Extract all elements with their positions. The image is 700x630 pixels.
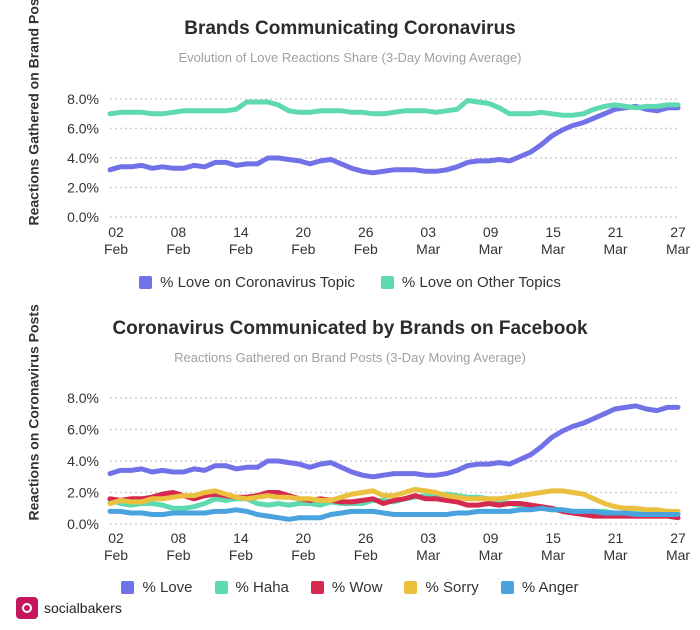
- x-tick-day: 15: [545, 530, 561, 546]
- legend-label: % Sorry: [425, 579, 479, 596]
- chart2-subtitle: Reactions Gathered on Brand Posts (3-Day…: [174, 350, 526, 365]
- legend-label: % Wow: [331, 579, 383, 596]
- legend-swatch: [139, 276, 153, 289]
- y-tick-label: 6.0%: [67, 121, 99, 137]
- x-tick-day: 20: [296, 224, 312, 240]
- chart2-legend: % Love % Haha % Wow % Sorry % Anger: [0, 579, 700, 596]
- legend-item-love-coronavirus: % Love on Coronavirus Topic: [139, 274, 355, 291]
- chart1-title: Brands Communicating Coronavirus: [184, 18, 516, 39]
- y-tick-label: 2.0%: [67, 180, 99, 196]
- chart1-plot: 0.0%2.0%4.0%6.0%8.0%02Feb08Feb14Feb20Feb…: [67, 91, 690, 257]
- y-tick-label: 2.0%: [67, 485, 99, 501]
- legend-label: % Love on Other Topics: [401, 274, 561, 291]
- legend-label: % Love: [142, 579, 193, 596]
- legend-label: % Love on Coronavirus Topic: [160, 274, 355, 291]
- socialbakers-logo: socialbakers: [16, 597, 122, 619]
- y-tick-label: 8.0%: [67, 91, 99, 107]
- chart1-legend: % Love on Coronavirus Topic % Love on Ot…: [0, 274, 700, 291]
- x-tick-month: Feb: [291, 547, 315, 563]
- x-tick-day: 27: [670, 530, 686, 546]
- x-tick-month: Mar: [666, 547, 690, 563]
- legend-item-wow: % Wow: [310, 579, 383, 596]
- legend-label: % Haha: [235, 579, 289, 596]
- x-tick-month: Feb: [354, 241, 378, 257]
- x-tick-month: Mar: [479, 547, 503, 563]
- x-tick-day: 08: [171, 224, 187, 240]
- y-tick-label: 4.0%: [67, 453, 99, 469]
- x-tick-day: 26: [358, 224, 374, 240]
- x-tick-month: Feb: [104, 241, 128, 257]
- x-tick-day: 21: [608, 530, 624, 546]
- x-tick-day: 08: [171, 530, 187, 546]
- x-tick-month: Feb: [104, 547, 128, 563]
- legend-item-love: % Love: [121, 579, 193, 596]
- legend-swatch: [121, 581, 135, 594]
- series-line-3: [107, 486, 681, 514]
- x-tick-day: 09: [483, 530, 499, 546]
- y-tick-label: 0.0%: [67, 209, 99, 225]
- x-tick-month: Mar: [666, 241, 690, 257]
- x-tick-month: Feb: [166, 547, 190, 563]
- x-tick-month: Mar: [541, 547, 565, 563]
- x-tick-month: Mar: [479, 241, 503, 257]
- y-tick-label: 6.0%: [67, 422, 99, 438]
- x-tick-month: Feb: [354, 547, 378, 563]
- chart1-subtitle: Evolution of Love Reactions Share (3-Day…: [178, 50, 522, 65]
- legend-swatch: [310, 581, 324, 594]
- x-tick-day: 27: [670, 224, 686, 240]
- legend-item-love-other: % Love on Other Topics: [380, 274, 561, 291]
- x-tick-day: 20: [296, 530, 312, 546]
- brand-name: socialbakers: [44, 600, 122, 616]
- series-line-1: [107, 98, 681, 118]
- x-tick-day: 21: [608, 224, 624, 240]
- series-line-0: [107, 403, 681, 480]
- series-line-2: [107, 490, 681, 521]
- x-tick-day: 02: [108, 224, 124, 240]
- x-tick-day: 03: [420, 530, 436, 546]
- y-tick-label: 8.0%: [67, 390, 99, 406]
- legend-swatch: [380, 276, 394, 289]
- x-tick-month: Feb: [229, 241, 253, 257]
- x-tick-month: Mar: [541, 241, 565, 257]
- y-tick-label: 4.0%: [67, 150, 99, 166]
- legend-item-sorry: % Sorry: [404, 579, 479, 596]
- legend-item-haha: % Haha: [214, 579, 289, 596]
- x-tick-month: Mar: [603, 547, 627, 563]
- x-tick-day: 26: [358, 530, 374, 546]
- x-tick-month: Mar: [603, 241, 627, 257]
- x-tick-month: Feb: [229, 547, 253, 563]
- x-tick-day: 14: [233, 530, 249, 546]
- chart2-plot: 0.0%2.0%4.0%6.0%8.0%02Feb08Feb14Feb20Feb…: [67, 390, 690, 563]
- series-line-4: [107, 505, 681, 522]
- series-line-0: [107, 103, 681, 176]
- x-tick-day: 03: [420, 224, 436, 240]
- x-tick-day: 02: [108, 530, 124, 546]
- x-tick-month: Feb: [166, 241, 190, 257]
- x-tick-day: 15: [545, 224, 561, 240]
- legend-swatch: [404, 581, 418, 594]
- x-tick-month: Mar: [416, 547, 440, 563]
- legend-label: % Anger: [521, 579, 579, 596]
- x-tick-month: Feb: [291, 241, 315, 257]
- y-tick-label: 0.0%: [67, 516, 99, 532]
- x-tick-month: Mar: [416, 241, 440, 257]
- legend-swatch: [500, 581, 514, 594]
- brand-icon: [16, 597, 38, 619]
- chart2-title: Coronavirus Communicated by Brands on Fa…: [112, 318, 588, 339]
- legend-swatch: [214, 581, 228, 594]
- x-tick-day: 14: [233, 224, 249, 240]
- x-tick-day: 09: [483, 224, 499, 240]
- legend-item-anger: % Anger: [500, 579, 579, 596]
